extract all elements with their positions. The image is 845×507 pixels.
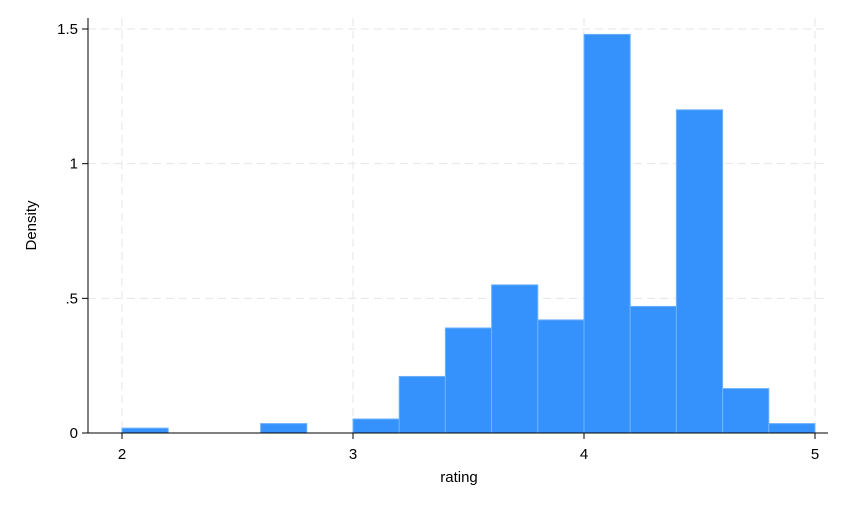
histogram-bar	[537, 319, 585, 434]
histogram-bar	[398, 375, 446, 434]
x-tick-label: 5	[811, 446, 819, 463]
x-tick-label: 4	[580, 446, 588, 463]
histogram-bar	[768, 423, 816, 434]
histogram-bar	[121, 427, 169, 434]
x-tick-label: 2	[118, 446, 126, 463]
histogram-bar	[722, 388, 770, 434]
y-axis-title: Density	[23, 200, 40, 251]
histogram-bar	[352, 418, 400, 434]
histogram-bar	[444, 327, 493, 434]
histogram-bar	[583, 33, 631, 434]
y-tick-label: 1	[70, 156, 78, 173]
y-tick-label: 0	[70, 425, 78, 442]
axis-ticks: 2 3 4 5 0 .5 1 1.5	[57, 21, 819, 463]
y-tick-label: 1.5	[57, 21, 78, 38]
histogram-bar	[629, 305, 677, 434]
histogram-bars	[121, 33, 816, 434]
x-axis-title: rating	[440, 469, 478, 486]
histogram-bar	[675, 109, 724, 434]
x-tick-label: 3	[349, 446, 357, 463]
histogram-bar	[260, 423, 308, 434]
histogram-bar	[491, 284, 539, 434]
axes	[87, 18, 828, 434]
y-tick-label: .5	[65, 290, 78, 307]
